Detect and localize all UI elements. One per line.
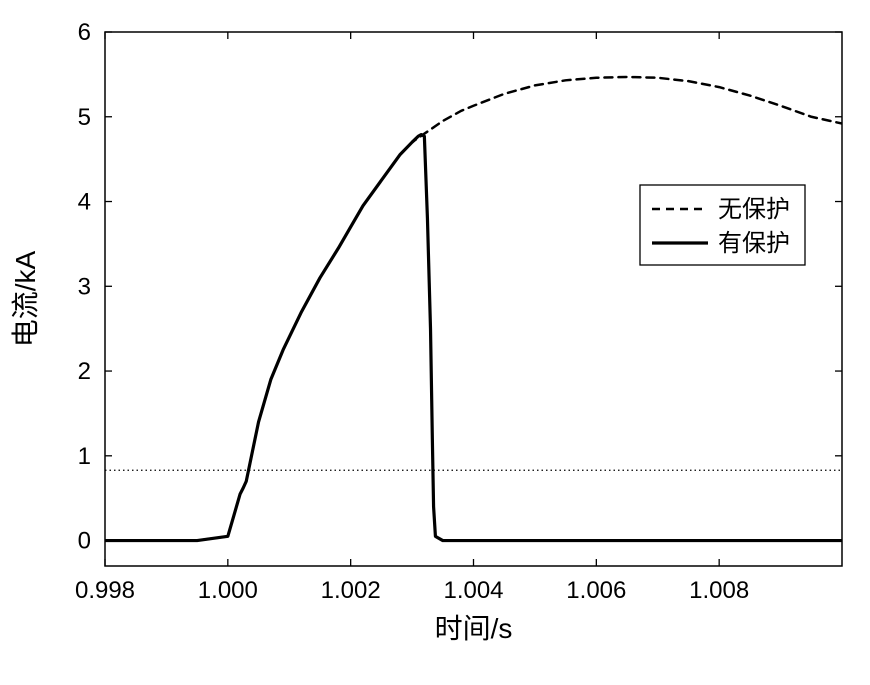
y-tick-label: 4 — [78, 189, 91, 216]
x-tick-label: 1.000 — [198, 577, 258, 604]
x-tick-label: 1.008 — [689, 577, 749, 604]
x-tick-label: 1.006 — [566, 577, 626, 604]
y-tick-label: 5 — [78, 104, 91, 131]
x-tick-label: 1.002 — [321, 577, 381, 604]
y-tick-label: 1 — [78, 443, 91, 470]
y-tick-label: 6 — [78, 19, 91, 46]
x-tick-label: 1.004 — [443, 577, 503, 604]
line-chart: 0.998 1.000 1.002 1.004 1.006 1.008 0 1 2 3 4 5 6 时间/… — [0, 0, 870, 685]
x-tick-label: 0.998 — [75, 577, 135, 604]
legend-label-unprotected: 无保护 — [718, 196, 790, 223]
chart-container: 0.998 1.000 1.002 1.004 1.006 1.008 0 1 2 3 4 5 6 时间/… — [0, 0, 870, 685]
legend-label-protected: 有保护 — [718, 230, 790, 257]
y-axis-title: 电流/kA — [10, 250, 41, 347]
y-tick-label: 3 — [78, 273, 91, 300]
y-tick-label: 2 — [78, 358, 91, 385]
y-tick-label: 0 — [78, 528, 91, 555]
x-axis-title: 时间/s — [435, 613, 513, 644]
